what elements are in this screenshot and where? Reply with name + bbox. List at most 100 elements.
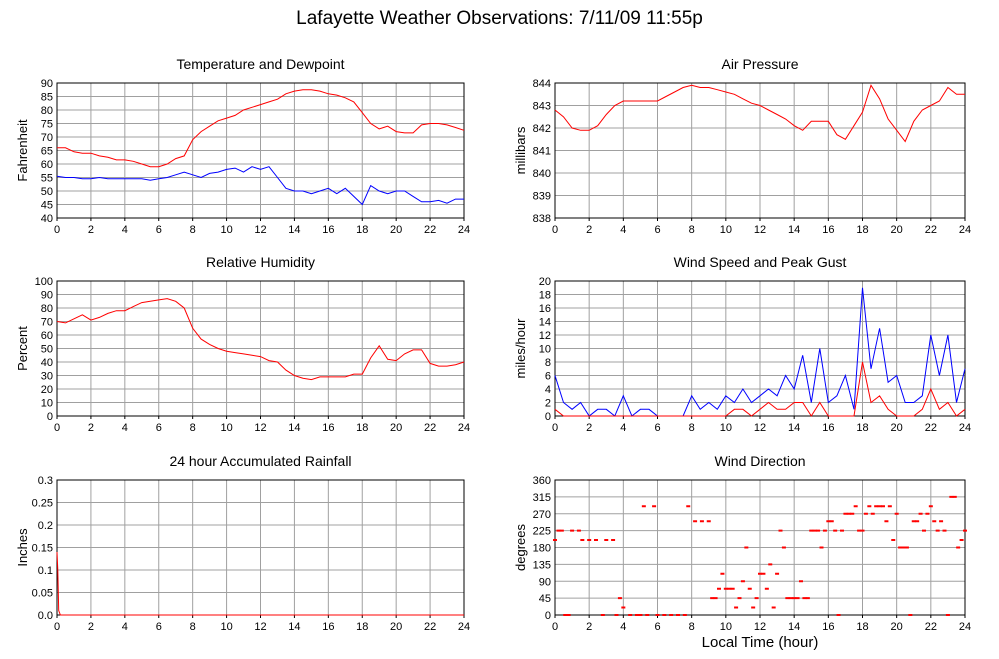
x-tick-label: 14 xyxy=(288,224,300,236)
dir-point xyxy=(587,539,592,541)
y-tick-label: 6 xyxy=(545,371,551,383)
x-tick-label: 10 xyxy=(720,621,732,633)
y-tick-label: 0.25 xyxy=(32,498,53,510)
x-tick-label: 18 xyxy=(856,422,868,434)
dir-point xyxy=(553,539,557,541)
x-tick-label: 16 xyxy=(322,422,334,434)
x-tick-label: 0 xyxy=(552,422,558,434)
dir-point xyxy=(949,495,954,498)
y-tick-label: 270 xyxy=(533,509,551,521)
dir-point xyxy=(730,587,735,590)
x-tick-label: 20 xyxy=(891,422,903,434)
dir-point xyxy=(939,520,944,523)
dir-point xyxy=(604,539,609,541)
dir-point xyxy=(570,529,575,532)
dir-point xyxy=(628,614,633,616)
x-tick-label: 2 xyxy=(88,224,94,236)
y-tick-label: 180 xyxy=(533,543,551,555)
x-tick-label: 0 xyxy=(54,224,60,236)
dir-point xyxy=(840,529,844,532)
y-tick-label: 75 xyxy=(41,119,53,131)
y-tick-label: 55 xyxy=(41,173,53,185)
dir-point xyxy=(682,614,687,616)
y-tick-label: 838 xyxy=(533,213,551,225)
dir-point xyxy=(645,614,650,616)
x-tick-label: 2 xyxy=(88,422,94,434)
y-tick-label: 30 xyxy=(41,371,53,383)
dir-point xyxy=(662,614,667,616)
y-tick-label: 842 xyxy=(533,123,551,135)
dir-point xyxy=(826,520,831,523)
dir-point xyxy=(816,529,821,532)
dir-point xyxy=(761,572,766,575)
dir-point xyxy=(751,606,756,609)
y-tick-label: 65 xyxy=(41,146,53,158)
page-title: Lafayette Weather Observations: 7/11/09 … xyxy=(296,8,703,29)
dir-point xyxy=(720,572,725,575)
dir-point xyxy=(559,529,564,532)
dir-point xyxy=(860,529,865,532)
dir-point xyxy=(935,529,940,532)
dir-point xyxy=(754,597,759,600)
dir-point xyxy=(669,614,674,616)
x-tick-label: 4 xyxy=(620,224,626,236)
y-tick-label: 0 xyxy=(545,411,551,423)
dir-point xyxy=(710,597,715,600)
dir-point xyxy=(740,580,745,583)
x-tick-label: 18 xyxy=(356,224,368,236)
dir-point xyxy=(928,505,933,508)
y-tick-label: 839 xyxy=(533,191,551,203)
y-tick-label: 360 xyxy=(533,475,551,487)
dir-point xyxy=(781,546,786,549)
x-tick-label: 14 xyxy=(288,422,300,434)
dir-point xyxy=(802,597,807,600)
y-tick-label: 20 xyxy=(539,276,551,288)
rh-series-0 xyxy=(56,298,465,381)
dir-point xyxy=(904,546,909,549)
x-tick-label: 4 xyxy=(122,422,128,434)
x-tick-label: 6 xyxy=(654,621,660,633)
y-tick-label: 90 xyxy=(539,576,551,588)
y-tick-label: 10 xyxy=(41,398,53,410)
pressure-title: Air Pressure xyxy=(721,56,798,72)
x-tick-label: 2 xyxy=(586,621,592,633)
dir-point xyxy=(652,505,657,508)
x-tick-label: 24 xyxy=(959,422,971,434)
y-tick-label: 16 xyxy=(539,303,551,315)
y-tick-label: 8 xyxy=(545,357,551,369)
dir-point xyxy=(556,529,561,532)
wind-ylabel: miles/hour xyxy=(513,318,528,379)
pressure-series-0 xyxy=(554,84,965,143)
dir-point xyxy=(870,512,875,515)
dir-point xyxy=(699,520,704,523)
dir-point xyxy=(829,520,834,523)
dir-point xyxy=(867,505,872,508)
x-tick-label: 24 xyxy=(458,224,470,236)
dir-point xyxy=(963,529,967,532)
x-tick-label: 20 xyxy=(390,422,402,434)
dir-point xyxy=(713,597,718,600)
y-tick-label: 40 xyxy=(41,213,53,225)
x-tick-label: 22 xyxy=(925,224,937,236)
x-tick-label: 16 xyxy=(822,422,834,434)
x-tick-label: 24 xyxy=(458,621,470,633)
x-tick-label: 24 xyxy=(458,422,470,434)
y-tick-label: 45 xyxy=(41,200,53,212)
dir-point xyxy=(621,606,626,609)
x-tick-label: 2 xyxy=(88,621,94,633)
y-tick-label: 90 xyxy=(41,290,53,302)
dir-point xyxy=(932,520,937,523)
x-tick-label: 18 xyxy=(856,621,868,633)
dir-point xyxy=(563,614,568,616)
rain-series-0 xyxy=(56,551,464,616)
x-tick-label: 8 xyxy=(190,422,196,434)
dir-point xyxy=(641,505,646,508)
x-tick-label: 14 xyxy=(788,621,800,633)
temp-ylabel: Fahrenheit xyxy=(15,119,30,182)
x-tick-label: 12 xyxy=(254,224,266,236)
dir-point xyxy=(693,520,698,523)
dir-point xyxy=(778,529,783,532)
x-tick-label: 18 xyxy=(856,224,868,236)
